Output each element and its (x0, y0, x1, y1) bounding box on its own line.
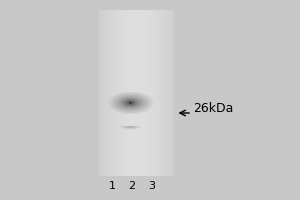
Text: 26kDa: 26kDa (194, 102, 234, 115)
Text: 3: 3 (148, 181, 155, 191)
Text: 1: 1 (109, 181, 116, 191)
Text: 2: 2 (128, 181, 136, 191)
